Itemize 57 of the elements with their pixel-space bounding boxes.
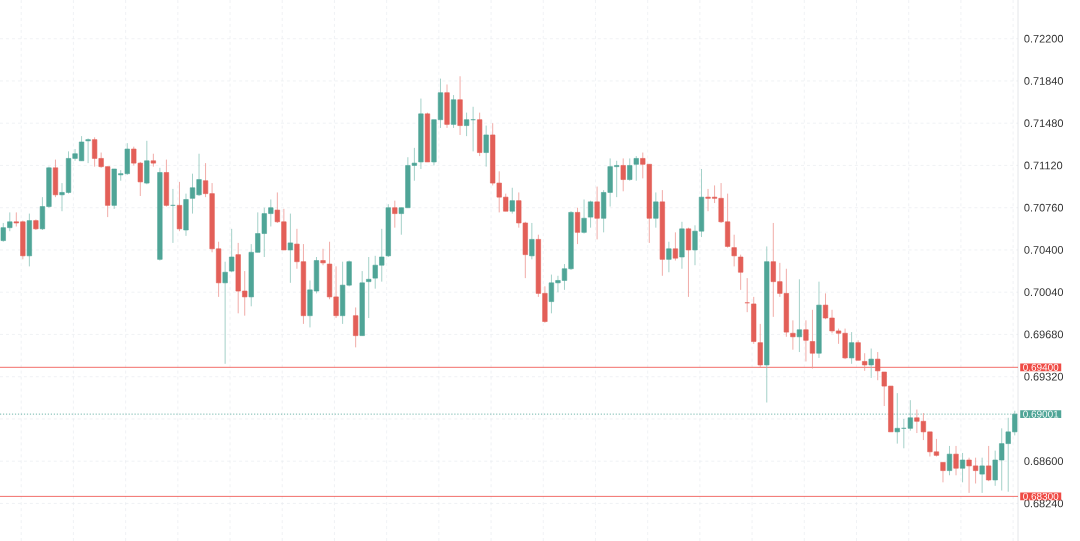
y-tick-label: 0.71120: [1024, 161, 1063, 170]
candlestick: [366, 256, 372, 319]
ref-line-label: 0.68300: [1023, 492, 1059, 500]
candlestick: [353, 307, 359, 348]
candlestick: [953, 445, 959, 476]
candlestick: [796, 278, 802, 353]
candlestick: [529, 222, 535, 260]
candlestick: [959, 452, 966, 483]
candlestick: [483, 125, 489, 168]
candlestick: [287, 213, 293, 284]
candlestick: [581, 199, 587, 234]
candlestick: [85, 138, 91, 164]
candlestick: [803, 319, 809, 362]
ref-line-label: 0.69400: [1023, 363, 1059, 371]
candlestick: [176, 181, 183, 232]
candlestick: [862, 352, 868, 372]
candlestick: [150, 153, 156, 168]
candlestick: [875, 351, 881, 381]
candlestick: [653, 192, 659, 229]
candlestick: [738, 254, 744, 291]
candlestick: [986, 445, 992, 482]
candlestick: [144, 140, 150, 185]
candlestick: [731, 234, 737, 267]
candlestick: [979, 457, 985, 494]
y-tick-label: 0.68240: [1024, 499, 1064, 508]
y-tick-label: 0.70760: [1024, 203, 1064, 212]
y-tick-label: 0.71480: [1024, 119, 1064, 128]
ref-line-label: 0.69001: [1023, 410, 1059, 418]
y-tick-label: 0.70040: [1024, 288, 1064, 297]
y-tick-label: 0.69680: [1024, 330, 1064, 339]
candlestick: [672, 231, 678, 261]
y-tick-label: 0.72200: [1024, 34, 1064, 43]
candlestick: [574, 207, 581, 245]
candlestick: [940, 461, 946, 483]
y-tick-label: 0.71840: [1024, 77, 1064, 85]
candlestick: [509, 187, 515, 214]
candlestick: [855, 339, 861, 361]
candlestick: [894, 392, 900, 444]
candlestick: [627, 158, 633, 182]
candlestick: [620, 158, 626, 192]
candlestick: [633, 155, 639, 182]
candlestick: [392, 200, 398, 229]
candlestick: [946, 445, 953, 476]
candlestick: [757, 323, 763, 368]
candlestick: [685, 227, 692, 298]
candlestick: [588, 200, 594, 229]
y-tick-label: 0.70400: [1024, 246, 1064, 254]
candlestick: [849, 331, 855, 365]
y-tick-label: 0.68600: [1024, 457, 1064, 466]
candlestick: [809, 309, 816, 369]
candlestick: [594, 186, 600, 240]
candlestick: [666, 241, 672, 273]
candlestick: [229, 228, 235, 273]
y-tick-label: 0.69320: [1024, 372, 1064, 381]
candlestick: [868, 348, 874, 379]
candlestick: [222, 261, 228, 365]
candlestick: [790, 319, 796, 351]
